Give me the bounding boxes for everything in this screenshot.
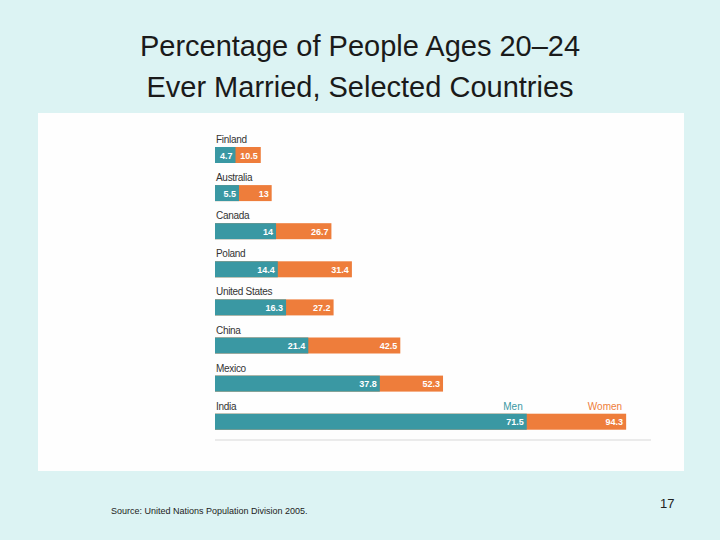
bar [215, 223, 331, 239]
bar [215, 147, 235, 163]
data-label: 42.5 [380, 341, 398, 351]
data-label: 27.2 [313, 303, 331, 313]
bar [215, 299, 334, 315]
data-label: 26.7 [311, 227, 329, 237]
data-label: 31.4 [331, 265, 349, 275]
data-label: 71.5 [506, 417, 524, 427]
chart: Finland 4.7 10.5 Australia 5.5 13 Canada 14 26.7… [0, 0, 720, 540]
category-label: Canada [216, 210, 250, 221]
bar [215, 299, 286, 315]
category-label: Mexico [216, 363, 247, 374]
source: Source: United Nations Population Divisi… [111, 506, 308, 516]
title: Percentage of People Ages 20–24 Ever Mar… [0, 26, 720, 108]
category-label: Poland [216, 248, 245, 259]
data-label: 4.7 [220, 151, 233, 161]
category-label: India [216, 401, 237, 412]
bar [215, 376, 380, 392]
data-label: 13 [259, 189, 269, 199]
bar [215, 376, 443, 392]
category-label: Australia [216, 172, 253, 183]
slide-number: 17 [660, 496, 674, 511]
data-label: 94.3 [606, 417, 624, 427]
category-label: China [216, 325, 241, 336]
data-label: 5.5 [223, 189, 236, 199]
bar [215, 338, 400, 354]
bar [215, 414, 626, 430]
data-label: 14.4 [257, 265, 275, 275]
bar [215, 185, 239, 201]
bar [215, 147, 261, 163]
legend-label: Men [503, 401, 522, 412]
data-label: 14 [263, 227, 273, 237]
bar [215, 261, 352, 277]
data-label: 16.3 [266, 303, 284, 313]
bar [215, 414, 527, 430]
category-label: Finland [216, 134, 247, 145]
data-label: 37.8 [359, 379, 377, 389]
bar [215, 338, 308, 354]
bar [215, 223, 276, 239]
x-axis-line [215, 440, 651, 441]
panel [38, 113, 684, 471]
labels: Finland 4.7 10.5 Australia 5.5 13 Canada 14 26.7… [216, 134, 623, 427]
data-label: 21.4 [288, 341, 306, 351]
bar [215, 261, 278, 277]
legend-label: Women [588, 401, 622, 412]
data-label: 10.5 [240, 151, 258, 161]
category-label: United States [216, 286, 272, 297]
data-label: 52.3 [422, 379, 440, 389]
bar [215, 185, 272, 201]
bars [215, 147, 626, 430]
